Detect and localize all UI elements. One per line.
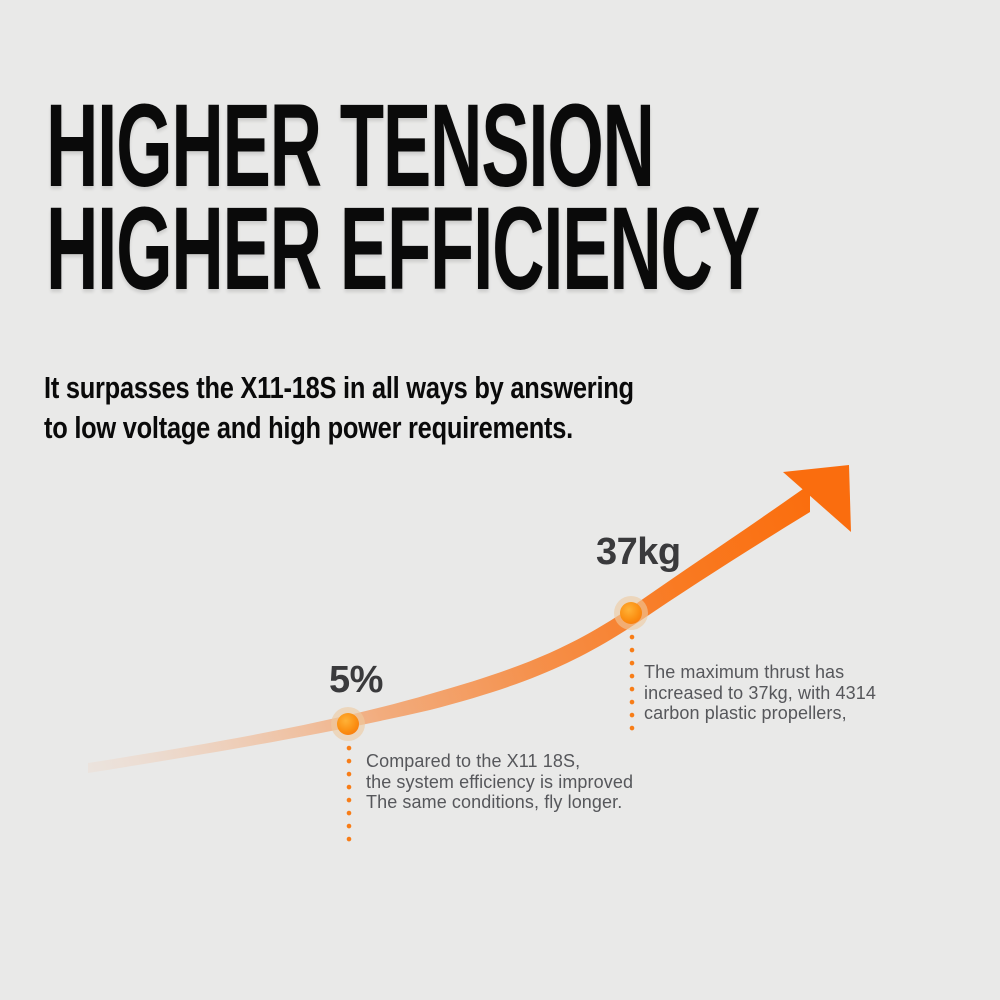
headline-line-1: HIGHER TENSION [46,80,655,212]
page-title: HIGHER TENSION HIGHER EFFICIENCY [46,80,1000,315]
data-point-dot-thrust [620,602,642,624]
data-point-dot-efficiency [337,713,359,735]
annotation-thrust-line-3: carbon plastic propellers, [644,703,847,724]
headline-line-2: HIGHER EFFICIENCY [46,183,760,315]
annotation-thrust-line-1: The maximum thrust has [644,662,845,682]
annotation-efficiency-line-2: the system efficiency is improved [366,771,634,792]
annotation-thrust-line-2: increased to 37kg, with 4314 [644,682,876,703]
subtitle: It surpasses the X11-18S in all ways by … [44,368,763,448]
subtitle-line-2: to low voltage and high power requiremen… [44,410,573,445]
trend-curve [88,484,810,773]
data-label-thrust: 37kg [596,531,681,573]
annotation-thrust: The maximum thrust has increased to 37kg… [644,662,876,724]
annotation-efficiency: Compared to the X11 18S, the system effi… [366,751,633,813]
subtitle-line-1: It surpasses the X11-18S in all ways by … [44,370,634,405]
annotation-efficiency-line-1: Compared to the X11 18S, [366,751,581,771]
arrow-up-right-icon [783,465,851,532]
data-label-efficiency: 5% [329,659,383,701]
annotation-efficiency-line-3: The same conditions, fly longer. [366,792,623,813]
